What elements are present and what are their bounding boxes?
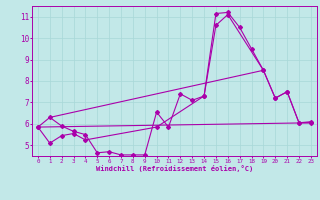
X-axis label: Windchill (Refroidissement éolien,°C): Windchill (Refroidissement éolien,°C) bbox=[96, 165, 253, 172]
